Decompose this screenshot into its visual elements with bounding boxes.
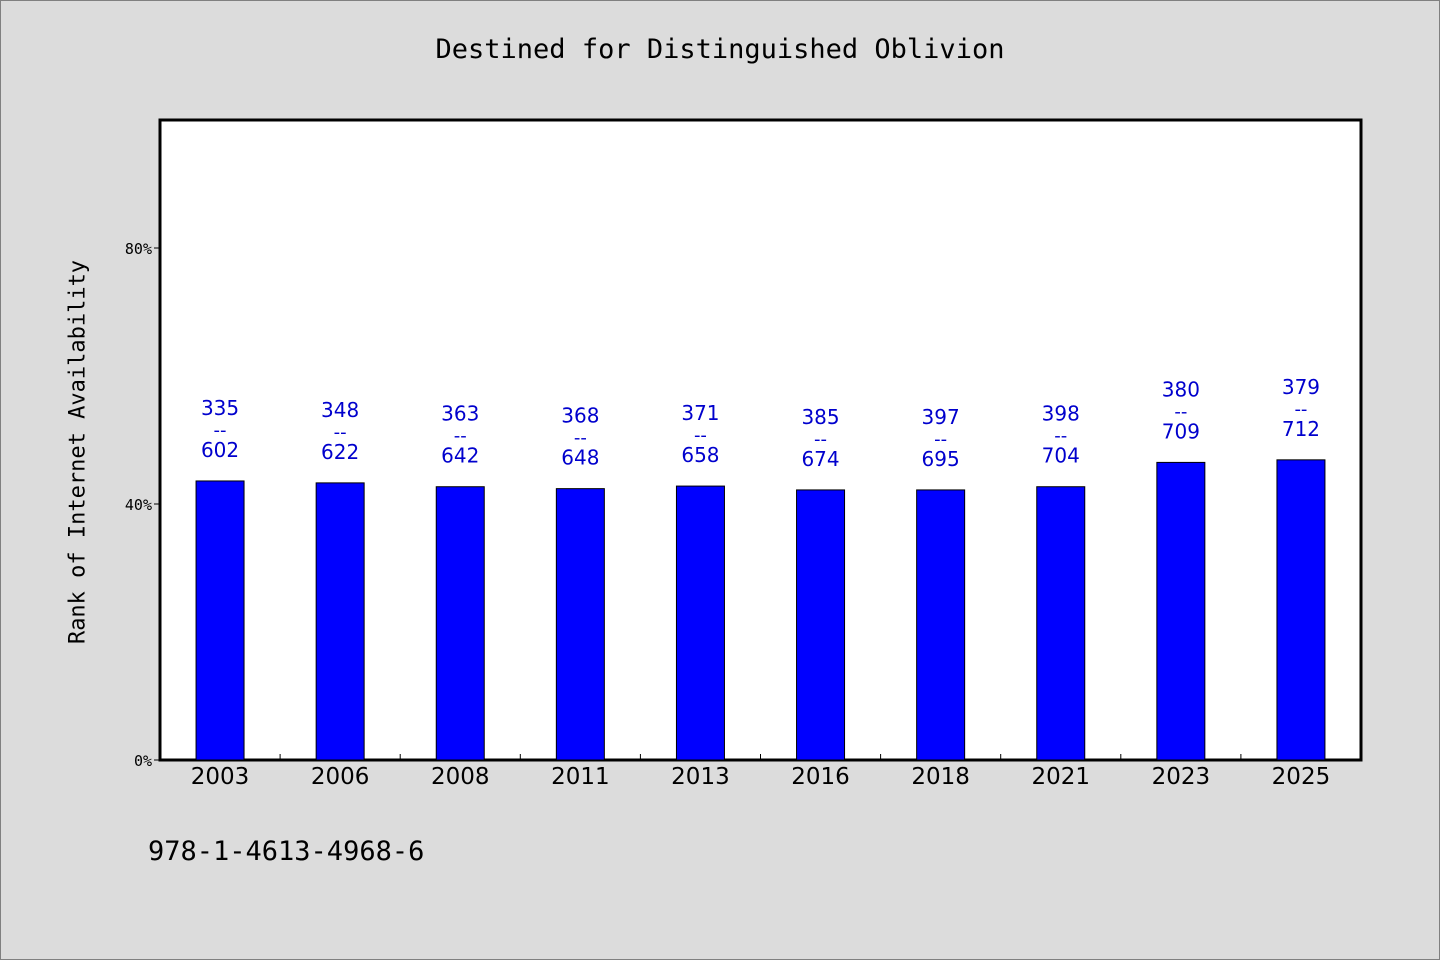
data-label-top: 385 (801, 405, 839, 429)
bar (796, 489, 846, 761)
data-label-bottom: 658 (681, 443, 719, 467)
bar (315, 482, 365, 761)
data-label-separator: -- (1174, 401, 1187, 422)
bar (1036, 486, 1086, 761)
data-label-separator: -- (334, 422, 347, 443)
data-label-bottom: 709 (1162, 419, 1200, 443)
data-label-bottom: 712 (1282, 417, 1320, 441)
bar (435, 486, 485, 761)
bar (555, 488, 605, 761)
data-label-top: 397 (922, 405, 960, 429)
data-label-top: 379 (1282, 375, 1320, 399)
x-tick-label: 2013 (671, 764, 730, 790)
data-label-bottom: 704 (1042, 444, 1080, 468)
data-label-separator: -- (454, 426, 467, 447)
x-tick-label: 2011 (551, 764, 610, 790)
data-label-bottom: 602 (201, 438, 239, 462)
data-label-separator: -- (934, 429, 947, 450)
data-label-top: 398 (1042, 402, 1080, 426)
isbn-footnote: 978-1-4613-4968-6 (148, 836, 425, 867)
bar (195, 480, 245, 761)
x-tick-label: 2023 (1152, 764, 1211, 790)
data-label-top: 363 (441, 402, 479, 426)
data-label-top: 368 (561, 404, 599, 428)
data-label-top: 371 (681, 401, 719, 425)
x-tick-label: 2025 (1272, 764, 1331, 790)
data-label-top: 380 (1162, 377, 1200, 401)
data-label-bottom: 642 (441, 444, 479, 468)
data-label-bottom: 622 (321, 440, 359, 464)
data-label-top: 335 (201, 396, 239, 420)
data-label-separator: -- (1054, 426, 1067, 447)
data-label-bottom: 695 (922, 447, 960, 471)
data-label-separator: -- (574, 428, 587, 449)
y-tick-label: 80% (125, 240, 152, 258)
data-label-bottom: 674 (801, 447, 839, 471)
x-tick-label: 2016 (791, 764, 850, 790)
bar (916, 489, 966, 761)
x-tick-label: 2003 (191, 764, 250, 790)
data-label-separator: -- (694, 425, 707, 446)
data-label-separator: -- (814, 429, 827, 450)
data-label-separator: -- (1294, 399, 1307, 420)
data-label-separator: -- (214, 420, 227, 441)
bar (1156, 461, 1206, 761)
chart-title: Destined for Distinguished Oblivion (435, 34, 1005, 65)
data-label-bottom: 648 (561, 446, 599, 470)
x-tick-label: 2021 (1031, 764, 1090, 790)
x-tick-label: 2008 (431, 764, 490, 790)
x-tick-label: 2018 (911, 764, 970, 790)
y-tick-label: 40% (125, 496, 152, 514)
data-label-top: 348 (321, 398, 359, 422)
y-tick-label: 0% (134, 752, 152, 770)
bar (1276, 459, 1326, 761)
bar (675, 485, 725, 761)
x-tick-label: 2006 (311, 764, 370, 790)
